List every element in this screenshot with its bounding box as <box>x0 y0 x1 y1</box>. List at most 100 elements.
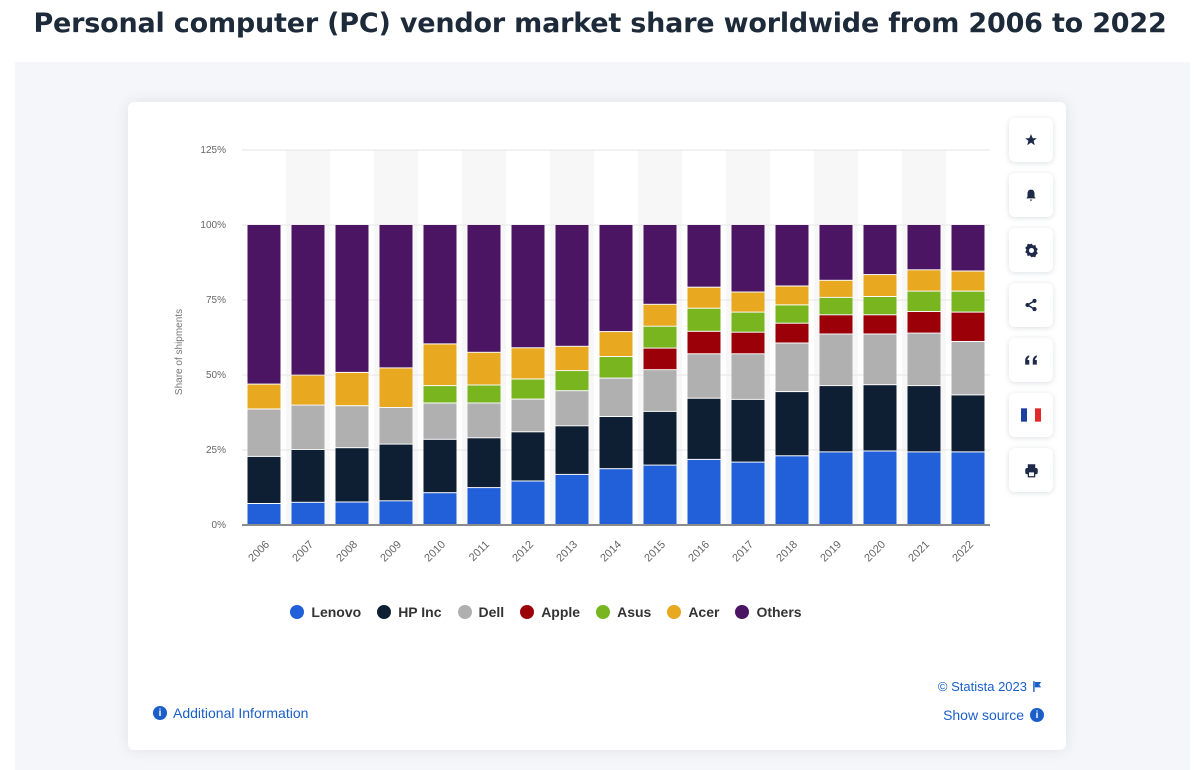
legend-item-hp-inc[interactable]: HP Inc <box>377 604 442 620</box>
settings-button[interactable] <box>1009 228 1053 272</box>
additional-information-link[interactable]: i Additional Information <box>153 705 308 721</box>
bar-stack <box>555 225 589 524</box>
bar-segment-lenovo <box>467 488 501 524</box>
x-tick-label: 2007 <box>290 539 316 565</box>
legend-label: Asus <box>617 604 652 620</box>
bar-segment-lenovo <box>379 501 413 524</box>
legend-label: Dell <box>478 604 505 620</box>
bar-segment-others <box>379 225 413 368</box>
x-tick-label: 2019 <box>818 539 844 565</box>
legend-item-lenovo[interactable]: Lenovo <box>290 604 361 620</box>
bar-segment-acer <box>951 271 985 291</box>
bar-stack <box>819 225 853 524</box>
x-tick-label: 2011 <box>467 539 492 564</box>
legend-item-others[interactable]: Others <box>735 604 802 620</box>
bar-segment-hp-inc <box>291 450 325 502</box>
bar-segment-others <box>819 225 853 280</box>
legend-label: Apple <box>541 604 581 620</box>
legend-item-acer[interactable]: Acer <box>667 604 719 620</box>
printer-icon <box>1024 463 1038 477</box>
bar-segment-lenovo <box>555 474 589 524</box>
x-tick-label: 2010 <box>422 539 448 565</box>
y-tick-label: 25% <box>206 445 226 456</box>
bar-segment-asus <box>687 308 721 331</box>
bar-segment-hp-inc <box>907 386 941 452</box>
flag-icon <box>1033 681 1042 692</box>
y-tick-label: 75% <box>206 295 226 306</box>
bar-segment-dell <box>335 406 369 448</box>
bar-segment-others <box>775 225 809 286</box>
bar-segment-lenovo <box>511 481 545 524</box>
legend-item-apple[interactable]: Apple <box>520 604 580 620</box>
bar-segment-hp-inc <box>775 392 809 456</box>
bar-segment-lenovo <box>775 456 809 524</box>
x-axis-ticks: 2006 2007 2008 2009 2010 2011 2012 2013 2014 2015… <box>246 539 976 565</box>
bar-segment-lenovo <box>687 459 721 524</box>
bar-segment-acer <box>335 372 369 406</box>
share-button[interactable] <box>1009 283 1053 327</box>
bar-segment-lenovo <box>731 462 765 524</box>
x-tick-label: 2021 <box>906 539 932 565</box>
bar-segment-others <box>643 225 677 304</box>
y-tick-label: 100% <box>200 220 226 231</box>
legend-swatch <box>290 605 305 619</box>
bar-segment-dell <box>731 354 765 399</box>
x-tick-label: 2014 <box>598 539 624 565</box>
legend-swatch <box>735 605 750 619</box>
bar-segment-lenovo <box>863 451 897 524</box>
bar-segment-hp-inc <box>863 385 897 451</box>
bar-segment-apple <box>687 331 721 354</box>
bar-segment-lenovo <box>599 469 633 524</box>
show-source-link[interactable]: Show source i <box>943 707 1044 723</box>
info-icon: i <box>1030 708 1044 722</box>
notification-button[interactable] <box>1009 173 1053 217</box>
bar-segment-dell <box>819 334 853 386</box>
statista-copyright: © Statista 2023 <box>938 679 1042 694</box>
bar-segment-dell <box>467 403 501 438</box>
bar-segment-others <box>951 225 985 271</box>
y-tick-label: 50% <box>206 370 226 381</box>
bar-segment-others <box>423 225 457 344</box>
legend-item-dell[interactable]: Dell <box>457 604 505 620</box>
bar-stack <box>643 225 677 524</box>
legend-label: Acer <box>688 604 720 620</box>
bar-stack <box>467 225 501 524</box>
bar-stack <box>291 225 325 524</box>
x-tick-label: 2016 <box>686 539 712 565</box>
bar-segment-dell <box>555 391 589 426</box>
legend-swatch <box>377 605 392 619</box>
y-axis-label: Share of shipments <box>174 309 185 395</box>
bar-segment-acer <box>775 286 809 305</box>
chart-legend: Lenovo HP Inc Dell Apple Asus Acer Others <box>128 604 964 620</box>
print-button[interactable] <box>1009 448 1053 492</box>
legend-label: HP Inc <box>398 604 442 620</box>
bar-segment-dell <box>687 354 721 398</box>
x-tick-label: 2015 <box>642 539 668 565</box>
language-button[interactable] <box>1009 393 1053 437</box>
bar-segment-dell <box>863 334 897 385</box>
cite-button[interactable] <box>1009 338 1053 382</box>
bar-segment-dell <box>291 405 325 449</box>
favorite-button[interactable] <box>1009 118 1053 162</box>
bar-segment-lenovo <box>907 452 941 524</box>
bar-segment-dell <box>907 333 941 386</box>
bar-segment-lenovo <box>819 452 853 524</box>
x-tick-label: 2022 <box>950 539 976 565</box>
stacked-bar-chart: 0% 25% 50% 75% 100% 125% Share of shipments 2… <box>174 145 990 565</box>
show-source-label: Show source <box>943 707 1024 723</box>
legend-swatch <box>667 605 682 619</box>
bar-segment-acer <box>687 287 721 308</box>
bar-segment-dell <box>423 403 457 439</box>
bar-segment-asus <box>775 305 809 323</box>
bar-segment-dell <box>379 408 413 444</box>
bar-segment-others <box>555 225 589 346</box>
bar-segment-others <box>247 225 281 384</box>
bar-segment-hp-inc <box>951 395 985 452</box>
x-tick-label: 2018 <box>774 539 800 565</box>
legend-item-asus[interactable]: Asus <box>596 604 651 620</box>
bar-segment-acer <box>291 375 325 405</box>
bar-segment-apple <box>775 323 809 343</box>
bar-segment-apple <box>907 312 941 333</box>
bar-segment-acer <box>555 346 589 371</box>
legend-swatch <box>596 605 611 619</box>
